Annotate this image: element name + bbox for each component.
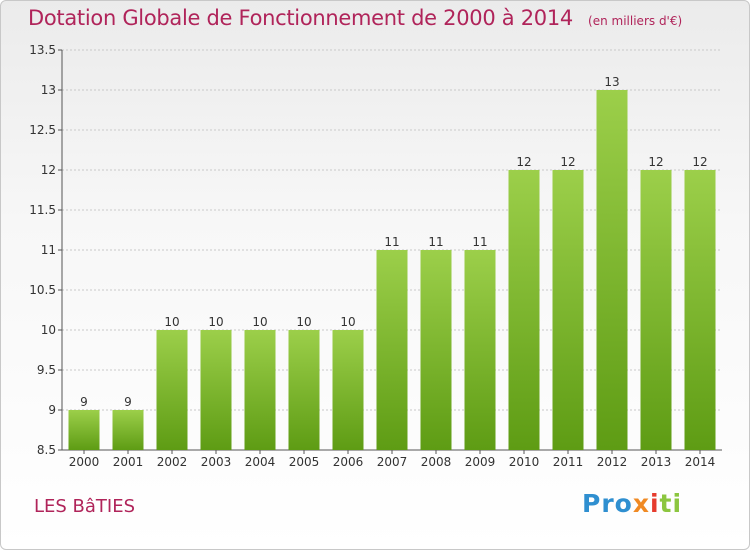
y-tick-label: 9 [48,403,56,417]
x-tick-label-2014: 2014 [685,455,716,469]
data-label-2000: 9 [80,395,88,409]
x-tick-label-2005: 2005 [289,455,320,469]
x-tick-label-2012: 2012 [597,455,628,469]
data-label-2008: 11 [428,235,443,249]
x-tick-label-2006: 2006 [333,455,364,469]
y-tick-label: 13 [41,83,56,97]
y-tick-label: 11 [41,243,56,257]
data-label-2011: 12 [560,155,575,169]
data-label-2006: 10 [340,315,355,329]
chart-title: Dotation Globale de Fonctionnement de 20… [28,6,573,30]
y-tick-label: 12.5 [29,123,56,137]
bar-2010 [508,170,540,450]
x-tick-labels: 2000 2001 2002 2003 2004 2005 2006 2007 2008 2009… [69,455,716,469]
chart-subtitle: (en milliers d'€) [588,14,683,28]
y-tick-labels: 8.5 9 9.5 10 10.5 11 11.5 12 12.5 13 13.5 [29,43,56,457]
x-tick-label-2000: 2000 [69,455,100,469]
bar-2002 [156,330,188,450]
bar-2008 [420,250,452,450]
bar-2004 [244,330,276,450]
bar-2007 [376,250,408,450]
x-tick-label-2002: 2002 [157,455,188,469]
bar-2006 [332,330,364,450]
bar-2009 [464,250,496,450]
y-tick-label: 10 [41,323,56,337]
bar-2012 [596,90,628,450]
logo-part-2: x [632,489,650,518]
data-label-2013: 12 [648,155,663,169]
data-label-2009: 11 [472,235,487,249]
y-tick-label: 9.5 [37,363,56,377]
x-tick-label-2010: 2010 [509,455,540,469]
x-tick-label-2003: 2003 [201,455,232,469]
chart-header: Dotation Globale de Fonctionnement de 20… [28,6,682,30]
data-label-2010: 12 [516,155,531,169]
y-tick-label: 10.5 [29,283,56,297]
logo-part-4: ti [659,489,683,518]
bar-2014 [684,170,716,450]
proxiti-logo: Proxiti [582,489,682,518]
commune-name: LES BâTIES [34,496,136,517]
y-tick-label: 8.5 [37,443,56,457]
data-label-2002: 10 [164,315,179,329]
data-label-2001: 9 [124,395,132,409]
logo-part-1: Pro [582,489,633,518]
x-tick-label-2007: 2007 [377,455,408,469]
logo-part-3: i [649,489,660,518]
x-tick-label-2009: 2009 [465,455,496,469]
data-label-2004: 10 [252,315,267,329]
data-label-2012: 13 [604,75,619,89]
x-tick-label-2001: 2001 [113,455,144,469]
x-tick-label-2013: 2013 [641,455,672,469]
bars [68,90,716,450]
data-label-2003: 10 [208,315,223,329]
data-label-2005: 10 [296,315,311,329]
x-tick-label-2008: 2008 [421,455,452,469]
bar-2003 [200,330,232,450]
data-label-2007: 11 [384,235,399,249]
bar-2001 [112,410,144,450]
data-label-2014: 12 [692,155,707,169]
data-labels: 9 9 10 10 10 10 10 11 11 11 12 12 13 12 12 [80,75,707,409]
y-tick-label: 12 [41,163,56,177]
bar-2005 [288,330,320,450]
x-tick-label-2011: 2011 [553,455,584,469]
bar-2011 [552,170,584,450]
bar-2013 [640,170,672,450]
y-tick-label: 13.5 [29,43,56,57]
y-tick-label: 11.5 [29,203,56,217]
bar-2000 [68,410,100,450]
x-tick-label-2004: 2004 [245,455,276,469]
